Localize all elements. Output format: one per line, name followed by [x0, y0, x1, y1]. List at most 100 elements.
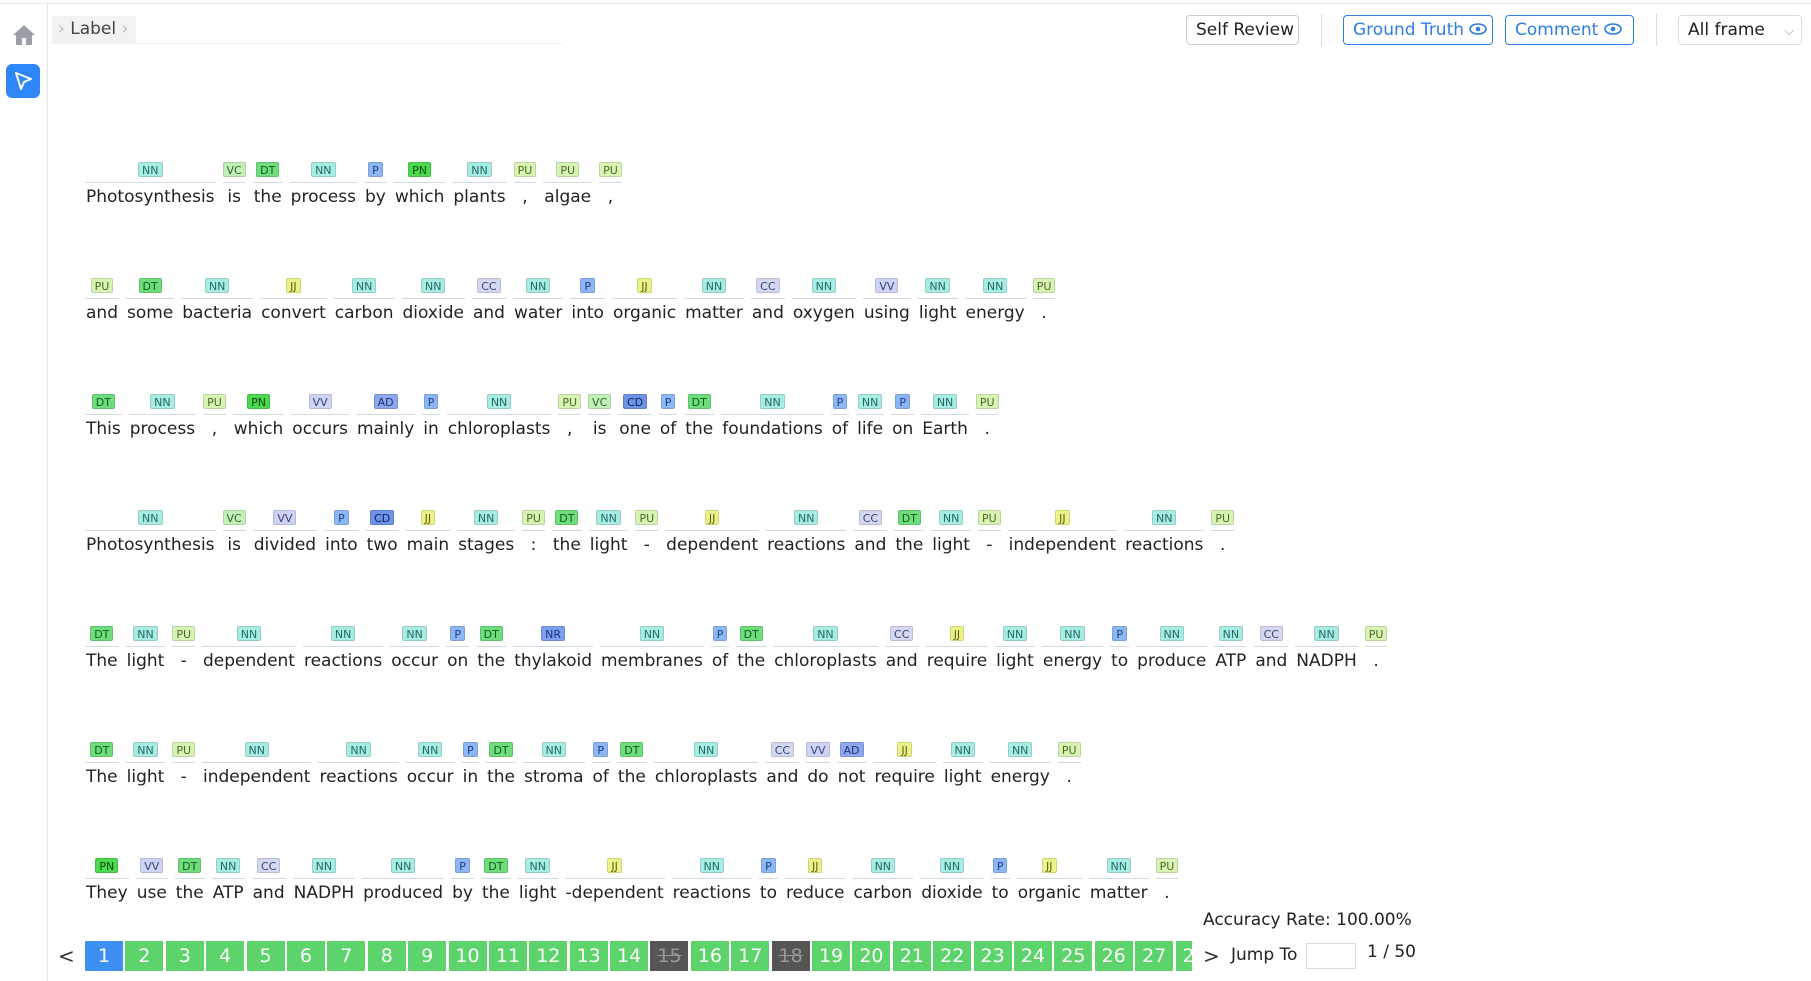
token[interactable]: JJ convert	[260, 278, 327, 324]
pos-tag[interactable]: NN	[857, 394, 883, 409]
token[interactable]: NN occur	[405, 742, 455, 788]
token[interactable]: DT some	[125, 278, 175, 324]
pos-tag[interactable]: NN	[138, 510, 163, 525]
token[interactable]: DT The	[85, 742, 119, 788]
token[interactable]: NN occur	[390, 626, 439, 672]
pos-tag[interactable]: JJ	[704, 510, 720, 525]
token[interactable]: NN Earth	[921, 394, 969, 440]
pos-tag[interactable]: PU	[513, 162, 537, 177]
pos-tag[interactable]: VC	[222, 162, 246, 177]
token[interactable]: DT the	[551, 510, 582, 556]
pos-tag[interactable]: PU	[975, 394, 999, 409]
pos-tag[interactable]: VC	[588, 394, 612, 409]
token[interactable]: PU -	[977, 510, 1001, 556]
token[interactable]: PU,	[203, 394, 226, 440]
pos-tag[interactable]: NN	[699, 858, 725, 873]
token[interactable]: AD mainly	[356, 394, 416, 440]
token[interactable]: CC and	[1254, 626, 1289, 672]
pos-tag[interactable]: PU	[1057, 742, 1081, 757]
token[interactable]: NN produce	[1136, 626, 1208, 672]
page-button[interactable]: 11	[488, 941, 527, 971]
token[interactable]: CC and	[853, 510, 888, 556]
pos-tag[interactable]: PU	[90, 278, 114, 293]
pos-tag[interactable]: NN	[794, 510, 819, 525]
pos-tag[interactable]: NN	[417, 742, 443, 757]
pos-tag[interactable]: NN	[133, 742, 158, 757]
page-button[interactable]: 22	[933, 941, 972, 971]
pos-tag[interactable]: JJ	[637, 278, 652, 293]
token[interactable]: JJ dependent	[665, 510, 760, 556]
pos-tag[interactable]: NN	[236, 626, 262, 641]
pos-tag[interactable]: CC	[890, 626, 914, 641]
pos-tag[interactable]: NN	[932, 394, 958, 409]
page-button[interactable]: 7	[327, 941, 366, 971]
token[interactable]: NN reactions	[302, 626, 384, 672]
token[interactable]: VV divided	[252, 510, 318, 556]
pos-tag[interactable]: NN	[870, 858, 896, 873]
pos-tag[interactable]: NN	[467, 162, 492, 177]
token[interactable]: NN reactions	[1124, 510, 1205, 556]
token[interactable]: DT The	[85, 626, 119, 672]
pos-tag[interactable]: NN	[938, 510, 964, 525]
token[interactable]: PU.	[975, 394, 999, 440]
pos-tag[interactable]: NN	[402, 626, 427, 641]
breadcrumb-item[interactable]: › Label ›	[52, 16, 137, 44]
pos-tag[interactable]: NN	[525, 858, 550, 873]
pos-tag[interactable]: DT	[138, 278, 162, 293]
token[interactable]: PU.	[1211, 510, 1235, 556]
pos-tag[interactable]: VV	[140, 858, 164, 873]
token[interactable]: CD one	[618, 394, 652, 440]
token[interactable]: DT This	[85, 394, 122, 440]
page-button[interactable]: 17	[731, 941, 770, 971]
page-button[interactable]: 12	[529, 941, 568, 971]
token[interactable]: VC is	[222, 510, 246, 556]
pos-tag[interactable]: PU	[1211, 510, 1235, 525]
pos-tag[interactable]: NN	[1218, 626, 1244, 641]
page-button[interactable]: 18	[771, 941, 810, 971]
pos-tag[interactable]: P	[992, 858, 1008, 873]
token[interactable]: NN chloroplasts	[446, 394, 552, 440]
token[interactable]: NN light	[917, 278, 958, 324]
page-button[interactable]: 19	[812, 941, 851, 971]
token[interactable]: CC and	[750, 278, 785, 324]
token[interactable]: PU,	[513, 162, 537, 208]
pos-tag[interactable]: NN	[486, 394, 512, 409]
page-button[interactable]: 14	[610, 941, 649, 971]
token[interactable]: DT the	[252, 162, 283, 208]
pos-tag[interactable]: DT	[687, 394, 711, 409]
token[interactable]: CC and	[471, 278, 506, 324]
token[interactable]: NN foundations	[721, 394, 824, 440]
token[interactable]: NN NADPH	[292, 858, 356, 904]
pos-tag[interactable]: CD	[623, 394, 648, 409]
pos-tag[interactable]: PU	[1364, 626, 1388, 641]
pos-tag[interactable]: NR	[541, 626, 566, 641]
token[interactable]: NN NADPH	[1295, 626, 1359, 672]
pos-tag[interactable]: DT	[484, 858, 508, 873]
pos-tag[interactable]: NN	[138, 162, 163, 177]
pos-tag[interactable]: NN	[925, 278, 950, 293]
pos-tag[interactable]: NN	[813, 626, 838, 641]
token[interactable]: NN light	[942, 742, 983, 788]
pos-tag[interactable]: NN	[311, 858, 337, 873]
page-button[interactable]: 28	[1175, 941, 1192, 971]
token[interactable]: NN bacteria	[181, 278, 253, 324]
token[interactable]: NN membranes	[599, 626, 704, 672]
token[interactable]: NN stages	[457, 510, 516, 556]
pos-tag[interactable]: CC	[756, 278, 780, 293]
token[interactable]: PU -	[172, 742, 195, 788]
token[interactable]: AD not	[836, 742, 867, 788]
token[interactable]: CD two	[365, 510, 399, 556]
page-button[interactable]: 1	[85, 941, 123, 971]
token[interactable]: NN reactions	[318, 742, 400, 788]
token[interactable]: NN energy	[964, 278, 1026, 324]
token[interactable]: NN dioxide	[401, 278, 466, 324]
token[interactable]: DT the	[174, 858, 205, 904]
token[interactable]: VV occurs	[291, 394, 349, 440]
pos-tag[interactable]: DT	[90, 626, 114, 641]
next-page[interactable]: >	[1203, 944, 1220, 968]
